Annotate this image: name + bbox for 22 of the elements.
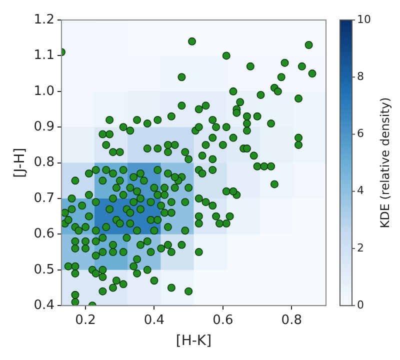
x-tick-label: 0.2 — [75, 312, 96, 328]
x-tick-label: 0.8 — [281, 312, 302, 328]
y-tick-label: 0.9 — [34, 119, 54, 134]
y-axis-title: [J-H] — [12, 148, 28, 178]
y-tick-label: 1.2 — [34, 12, 54, 28]
y-tick-label: 1.1 — [34, 48, 54, 64]
y-tick-label: 0.7 — [34, 190, 54, 206]
color-bar-label: 4 — [357, 184, 364, 198]
color-bar-label: 6 — [357, 127, 364, 140]
x-tick-label: 0.6 — [212, 312, 234, 328]
color-bar-label: 2 — [357, 241, 364, 254]
x-axis-title: [H-K] — [176, 333, 212, 350]
y-tick-label: 0.8 — [34, 155, 54, 170]
y-tick-label: 0.5 — [34, 262, 54, 278]
color-bar-label: 8 — [357, 70, 364, 83]
color-bar-label: 0 — [357, 298, 364, 312]
x-tick-label: 0.4 — [144, 312, 165, 328]
color-bar-label: 10 — [357, 12, 371, 26]
y-tick-label: 0.6 — [34, 226, 54, 242]
y-tick-label: 0.4 — [34, 298, 54, 313]
color-bar-title: KDE (relative density) — [378, 97, 392, 228]
y-tick-label: 1.0 — [34, 84, 54, 99]
